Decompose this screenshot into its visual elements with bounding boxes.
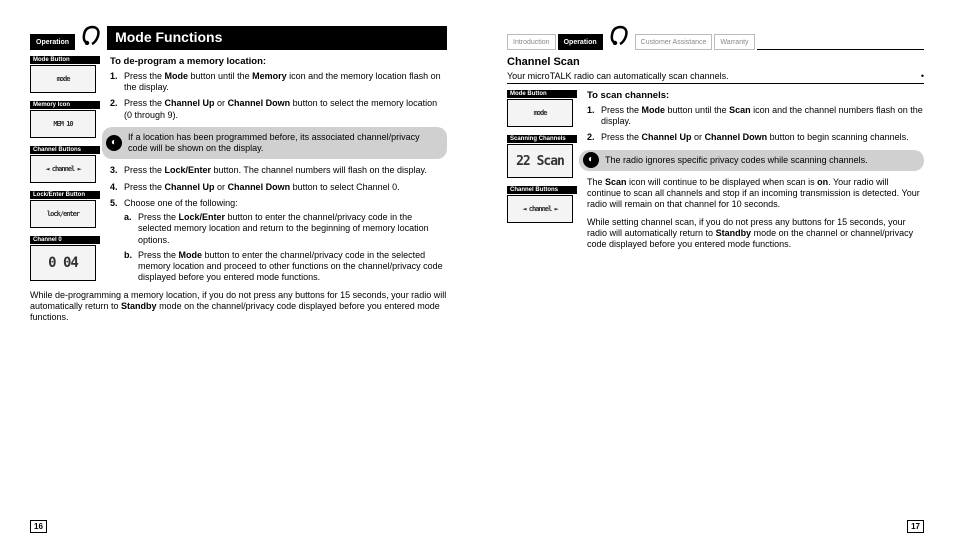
- info-icon: ◐: [106, 135, 122, 151]
- callout-mode-button: Mode Button mode: [30, 56, 100, 93]
- callout-scanning-channels: Scanning Channels 22 Scan: [507, 135, 577, 178]
- left-header: Operation Mode Functions: [30, 18, 447, 50]
- operation-tab: Operation: [30, 34, 75, 50]
- intro-text: Your microTALK radio can automatically s…: [507, 71, 729, 81]
- callout-label: Channel 0: [30, 236, 100, 244]
- callout-art: lock/enter: [30, 200, 96, 228]
- step: 4.Press the Channel Up or Channel Down b…: [110, 182, 447, 193]
- step-text: Press the Channel Up or Channel Down but…: [124, 182, 400, 192]
- tab-warranty: Warranty: [714, 34, 754, 50]
- page-number: 17: [907, 520, 924, 533]
- para: The Scan icon will continue to be displa…: [587, 177, 924, 211]
- bullet-icon: •: [921, 71, 924, 81]
- step: 1.Press the Mode button until the Memory…: [110, 71, 447, 94]
- tab-introduction: Introduction: [507, 34, 556, 50]
- deprogram-steps: 1.Press the Mode button until the Memory…: [110, 71, 447, 121]
- right-text: To scan channels: 1.Press the Mode butto…: [587, 90, 924, 250]
- info-icon: ◐: [583, 152, 599, 168]
- tab-operation: Operation: [558, 34, 603, 50]
- right-header: Introduction Operation Customer Assistan…: [507, 18, 924, 50]
- left-content: Mode Button mode Memory Icon MEM 10 Chan…: [30, 56, 447, 323]
- callout-art: ◄ channel ►: [30, 155, 96, 183]
- channel-scan-title: Channel Scan: [507, 56, 924, 68]
- right-callouts: Mode Button mode Scanning Channels 22 Sc…: [507, 90, 577, 250]
- step: 3.Press the Lock/Enter button. The chann…: [110, 165, 447, 176]
- substep-text: Press the Lock/Enter button to enter the…: [138, 212, 429, 245]
- substep: b.Press the Mode button to enter the cha…: [124, 250, 447, 284]
- callout-art: ◄ channel ►: [507, 195, 573, 223]
- manual-spread: Operation Mode Functions Mode Button mod…: [0, 0, 954, 549]
- right-content: Mode Button mode Scanning Channels 22 Sc…: [507, 90, 924, 250]
- callout-channel-0: Channel 0 0 04: [30, 236, 100, 281]
- callout-art: mode: [30, 65, 96, 93]
- mode-functions-title: Mode Functions: [107, 26, 447, 50]
- step-text: Press the Channel Up or Channel Down but…: [124, 98, 437, 119]
- note-text: The radio ignores specific privacy codes…: [605, 155, 868, 165]
- ear-icon: [609, 23, 629, 51]
- note-text: If a location has been programmed before…: [128, 132, 420, 153]
- right-page: Introduction Operation Customer Assistan…: [477, 0, 954, 549]
- substeps: a.Press the Lock/Enter button to enter t…: [124, 212, 447, 284]
- callout-label: Channel Buttons: [507, 186, 577, 194]
- intro-line: Your microTALK radio can automatically s…: [507, 71, 924, 84]
- note-box: ◐ The radio ignores specific privacy cod…: [579, 150, 924, 171]
- substep-text: Press the Mode button to enter the chann…: [138, 250, 443, 283]
- left-text: To de-program a memory location: 1.Press…: [110, 56, 447, 323]
- substep: a.Press the Lock/Enter button to enter t…: [124, 212, 447, 246]
- deprogram-steps-cont: 3.Press the Lock/Enter button. The chann…: [110, 165, 447, 283]
- callout-label: Channel Buttons: [30, 146, 100, 154]
- callout-art: MEM 10: [30, 110, 96, 138]
- callout-lock-enter-button: Lock/Enter Button lock/enter: [30, 191, 100, 228]
- callout-label: Mode Button: [507, 90, 577, 98]
- callout-channel-buttons: Channel Buttons ◄ channel ►: [507, 186, 577, 223]
- scan-steps: 1.Press the Mode button until the Scan i…: [587, 105, 924, 144]
- step-text: Press the Mode button until the Scan ico…: [601, 105, 923, 126]
- callout-mode-button: Mode Button mode: [507, 90, 577, 127]
- step: 1.Press the Mode button until the Scan i…: [587, 105, 924, 128]
- step-text: Choose one of the following:: [124, 198, 238, 208]
- callout-memory-icon: Memory Icon MEM 10: [30, 101, 100, 138]
- trailing-para: While de-programming a memory location, …: [30, 290, 447, 324]
- tab-customer-assistance: Customer Assistance: [635, 34, 713, 50]
- callout-label: Scanning Channels: [507, 135, 577, 143]
- header-rule: [757, 34, 924, 50]
- step-text: Press the Lock/Enter button. The channel…: [124, 165, 427, 175]
- page-number: 16: [30, 520, 47, 533]
- callout-channel-buttons: Channel Buttons ◄ channel ►: [30, 146, 100, 183]
- deprogram-heading: To de-program a memory location:: [110, 56, 447, 68]
- step: 5.Choose one of the following: a.Press t…: [110, 198, 447, 284]
- callout-art: mode: [507, 99, 573, 127]
- note-box: ◐ If a location has been programmed befo…: [102, 127, 447, 160]
- scan-heading: To scan channels:: [587, 90, 924, 102]
- callout-art: 22 Scan: [507, 144, 573, 178]
- para: While setting channel scan, if you do no…: [587, 217, 924, 251]
- left-callouts: Mode Button mode Memory Icon MEM 10 Chan…: [30, 56, 100, 323]
- callout-art: 0 04: [30, 245, 96, 281]
- step: 2.Press the Channel Up or Channel Down b…: [110, 98, 447, 121]
- step-text: Press the Mode button until the Memory i…: [124, 71, 441, 92]
- right-content-outer: Channel Scan Your microTALK radio can au…: [507, 56, 924, 250]
- step-text: Press the Channel Up or Channel Down but…: [601, 132, 909, 142]
- callout-label: Memory Icon: [30, 101, 100, 109]
- left-page: Operation Mode Functions Mode Button mod…: [0, 0, 477, 549]
- callout-label: Mode Button: [30, 56, 100, 64]
- callout-label: Lock/Enter Button: [30, 191, 100, 199]
- step: 2.Press the Channel Up or Channel Down b…: [587, 132, 924, 143]
- ear-icon: [81, 23, 101, 51]
